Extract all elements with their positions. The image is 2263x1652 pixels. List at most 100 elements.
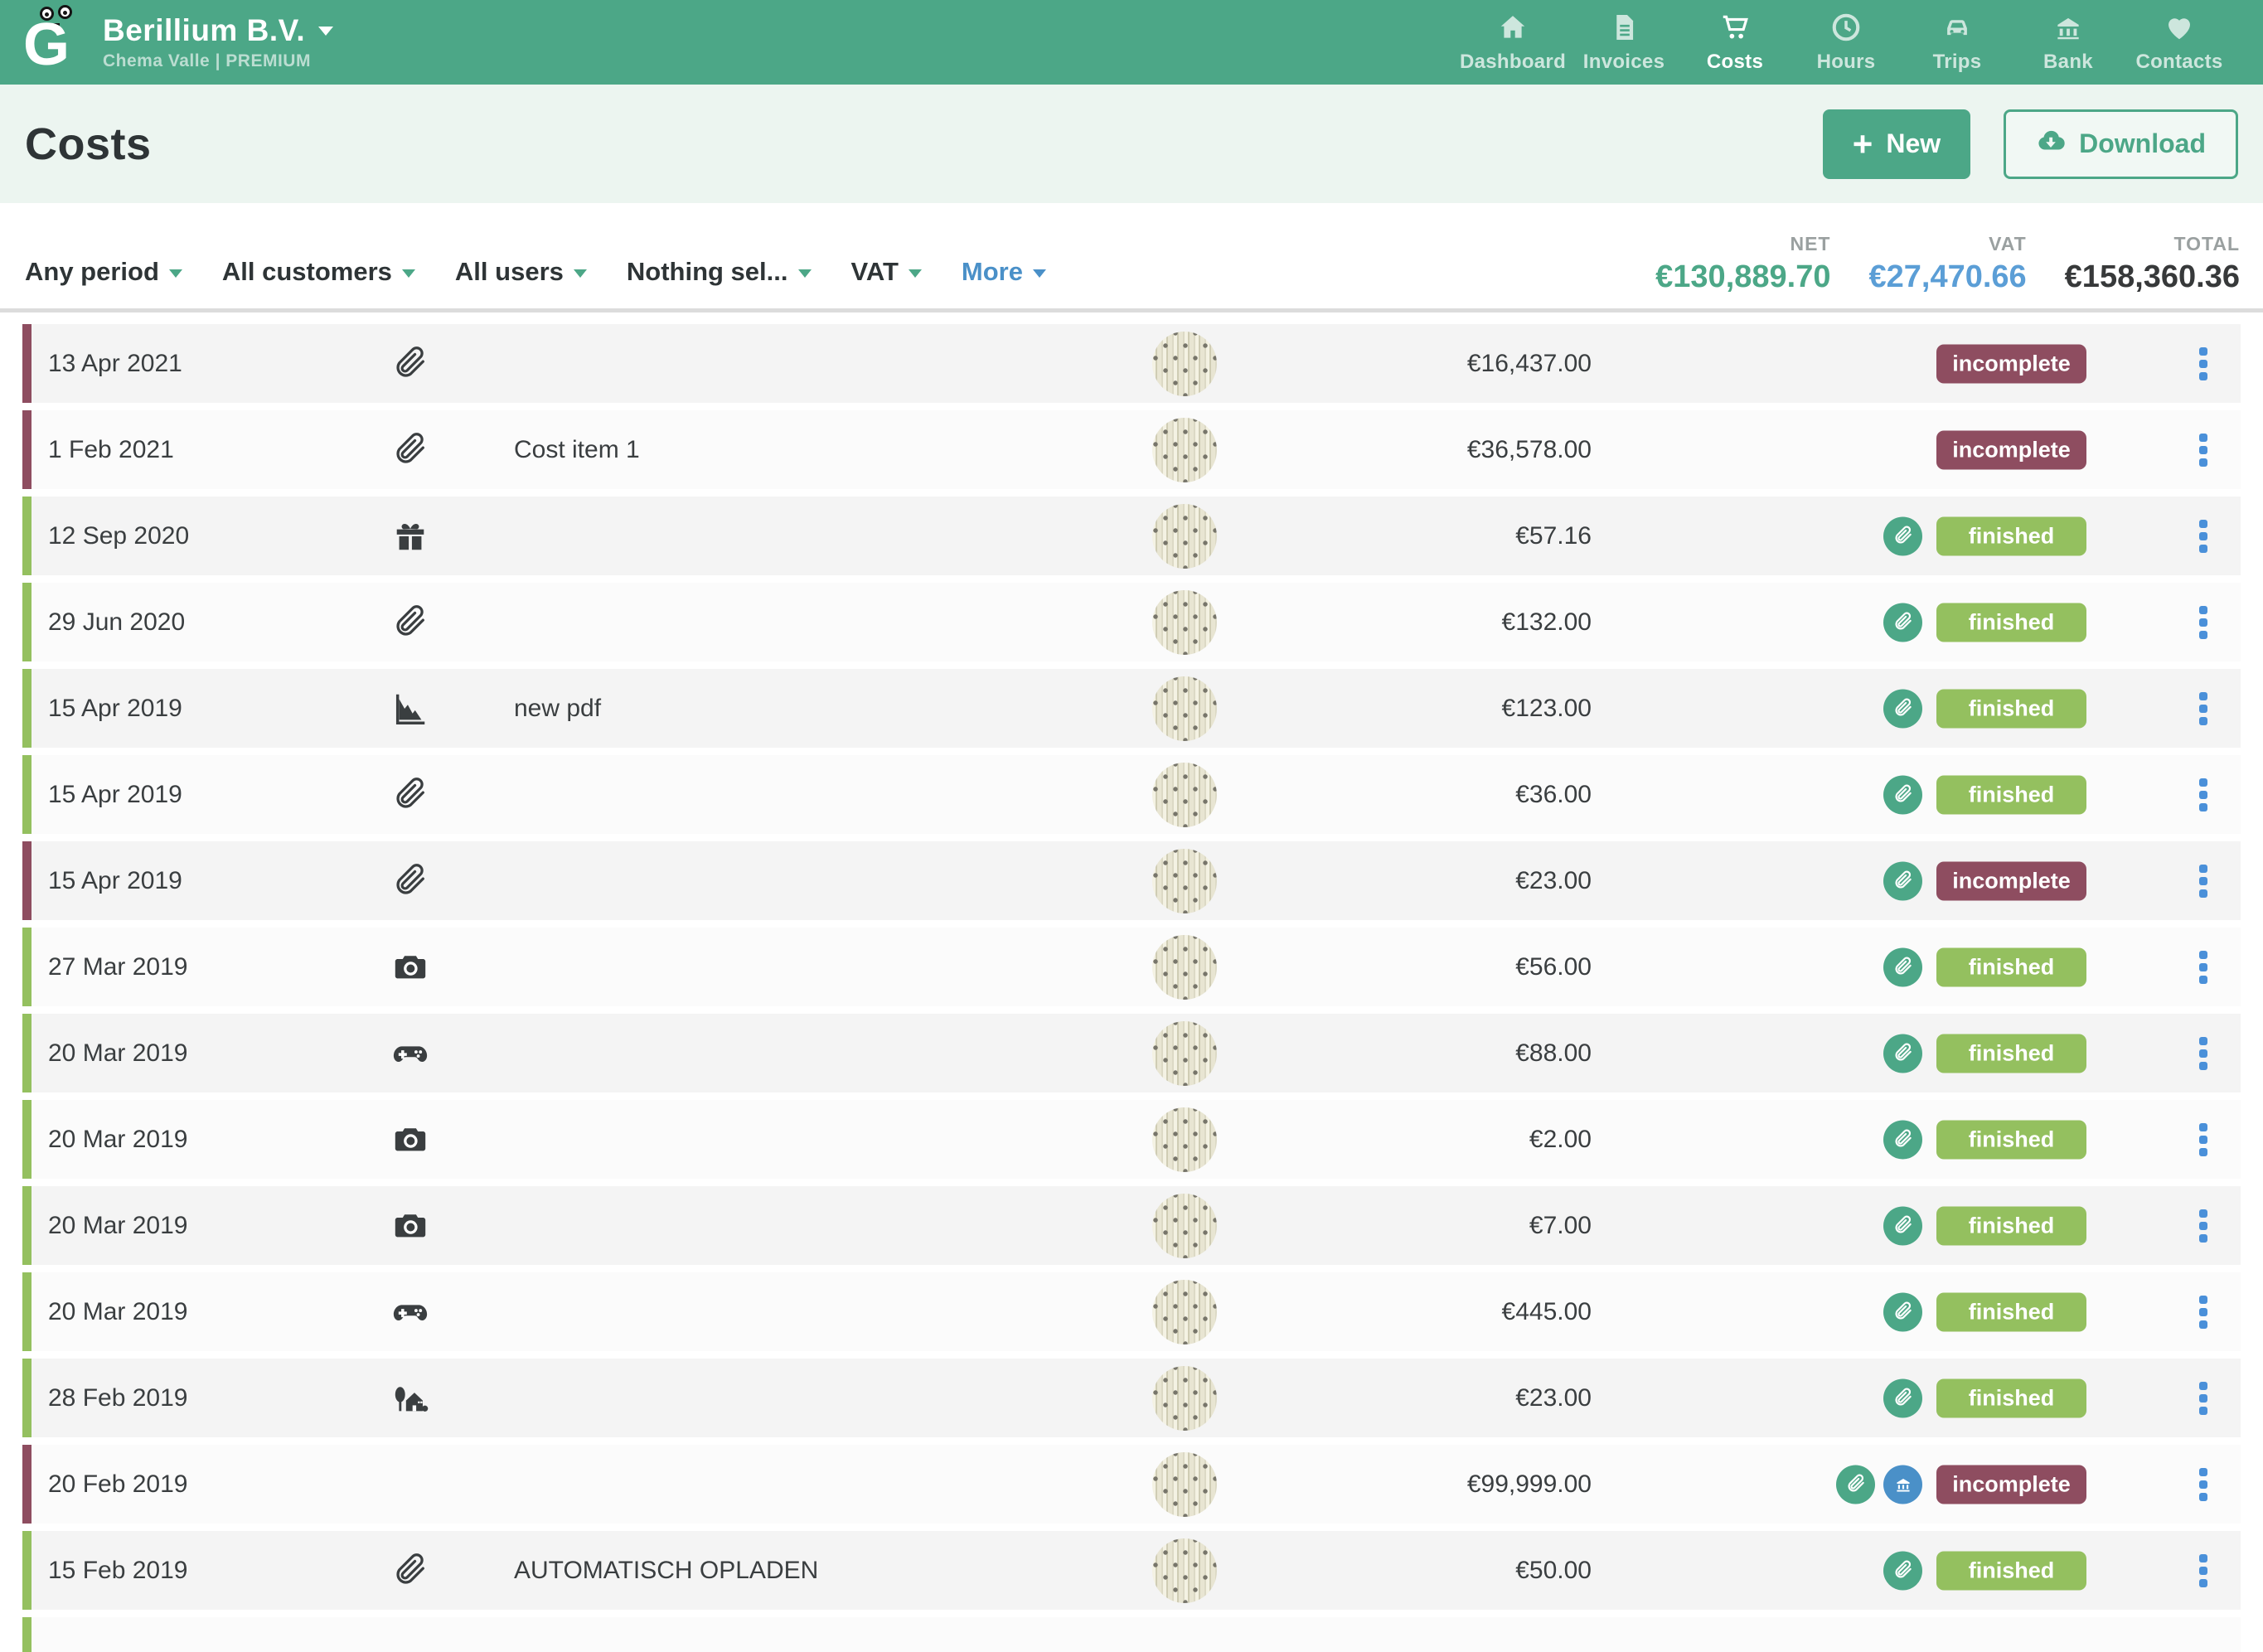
- cost-date: 12 Sep 2020: [48, 521, 190, 550]
- car-icon: [1941, 19, 1973, 46]
- row-menu-button[interactable]: [2199, 1209, 2207, 1243]
- camera-icon: [384, 1121, 437, 1159]
- download-button[interactable]: Download: [2004, 109, 2238, 179]
- cost-description: new pdf: [514, 694, 602, 722]
- nav-item-dashboard[interactable]: Dashboard: [1457, 12, 1568, 74]
- company-name: Berillium B.V.: [103, 13, 306, 47]
- cost-date: 15 Apr 2019: [48, 694, 182, 722]
- attachment-paperclip-icon: [1883, 603, 1922, 642]
- table-row[interactable]: 27 Mar 2019 €56.00 finished: [22, 928, 2241, 1006]
- cost-amount: €88.00: [1515, 1039, 1592, 1067]
- paperclip-icon: [384, 1552, 437, 1590]
- logo-letter: G: [23, 12, 70, 78]
- cost-date: 20 Mar 2019: [48, 1211, 188, 1239]
- row-menu-button[interactable]: [2199, 519, 2207, 553]
- table-row[interactable]: 13 Apr 2021 €16,437.00 incomplete: [22, 324, 2241, 403]
- avatar: [1152, 934, 1217, 1000]
- status-badge: finished: [1936, 1034, 2086, 1073]
- row-menu-button[interactable]: [2199, 950, 2207, 984]
- cost-date: 27 Mar 2019: [48, 952, 188, 981]
- cost-date: 15 Feb 2019: [48, 1556, 188, 1584]
- chevron-down-icon: [797, 269, 812, 278]
- grand-total: TOTAL €158,360.36: [2064, 233, 2240, 294]
- filter-all-customers[interactable]: All customers: [222, 257, 415, 287]
- status-color-bar: [22, 1272, 31, 1351]
- table-row[interactable]: 20 Mar 2019 €2.00 finished: [22, 1100, 2241, 1179]
- filter-nothing-sel[interactable]: Nothing sel...: [627, 257, 812, 287]
- nav-item-costs[interactable]: Costs: [1679, 12, 1791, 74]
- table-row[interactable]: 1 Feb 2021 Cost item 1 €36,578.00 incomp…: [22, 410, 2241, 489]
- gift-icon: [384, 517, 437, 555]
- avatar: [1152, 762, 1217, 827]
- cost-amount: €57.16: [1515, 521, 1592, 550]
- row-menu-button[interactable]: [2199, 691, 2207, 725]
- company-switcher[interactable]: Berillium B.V. Chema Valle | PREMIUM: [103, 13, 334, 71]
- nav-item-invoices[interactable]: Invoices: [1568, 12, 1679, 74]
- row-menu-button[interactable]: [2199, 1467, 2207, 1501]
- avatar: [1152, 417, 1217, 482]
- table-row[interactable]: 20 Mar 2019 €7.00 finished: [22, 1186, 2241, 1265]
- totals-summary: NET €130,889.70 VAT €27,470.66 TOTAL €15…: [1655, 233, 2240, 295]
- row-menu-button[interactable]: [2199, 1295, 2207, 1329]
- status-badge: finished: [1936, 1292, 2086, 1331]
- avatar: [1152, 676, 1217, 741]
- table-row[interactable]: 15 Apr 2019 new pdf €123.00 finished: [22, 669, 2241, 748]
- logo-eye-icon: [40, 7, 54, 21]
- nav-item-bank[interactable]: Bank: [2013, 12, 2124, 74]
- divider: [0, 308, 2263, 312]
- filter-all-users[interactable]: All users: [455, 257, 587, 287]
- row-menu-button[interactable]: [2199, 1122, 2207, 1156]
- table-row[interactable]: 15 Apr 2019 €36.00 finished: [22, 755, 2241, 834]
- status-color-bar: [22, 1186, 31, 1265]
- app-logo[interactable]: G: [22, 5, 83, 78]
- attachment-paperclip-icon: [1883, 775, 1922, 814]
- status-color-bar: [22, 497, 31, 575]
- filters: Any period All customers All users Nothi…: [25, 257, 1046, 295]
- row-menu-button[interactable]: [2199, 1553, 2207, 1587]
- chevron-down-icon: [1032, 269, 1046, 278]
- chevron-down-icon: [168, 269, 182, 278]
- cost-date: 1 Feb 2021: [48, 435, 174, 463]
- avatar: [1152, 589, 1217, 655]
- filter-any-period[interactable]: Any period: [25, 257, 182, 287]
- row-menu-button[interactable]: [2199, 1036, 2207, 1070]
- row-menu-button[interactable]: [2199, 346, 2207, 380]
- house-icon: [384, 1379, 437, 1417]
- table-row[interactable]: 20 Mar 2019 €88.00 finished: [22, 1014, 2241, 1092]
- row-menu-button[interactable]: [2199, 778, 2207, 811]
- status-color-bar: [22, 1617, 31, 1652]
- table-row[interactable]: 12 Sep 2020 €57.16 finished: [22, 497, 2241, 575]
- attachment-paperclip-icon: [1883, 1378, 1922, 1417]
- new-cost-button[interactable]: + New: [1822, 109, 1971, 179]
- logo-eye-icon: [58, 5, 72, 19]
- status-badge: finished: [1936, 947, 2086, 986]
- row-menu-button[interactable]: [2199, 1381, 2207, 1415]
- cost-amount: €36,578.00: [1466, 435, 1592, 463]
- table-row[interactable]: 28 Feb 2019 €23.00 finished: [22, 1359, 2241, 1437]
- nav-item-trips[interactable]: Trips: [1902, 12, 2013, 74]
- status-color-bar: [22, 1359, 31, 1437]
- filter-vat[interactable]: VAT: [851, 257, 922, 287]
- net-total: NET €130,889.70: [1655, 233, 1831, 294]
- table-row[interactable]: 15 Feb 2019 AUTOMATISCH OPLADEN €50.00 f…: [22, 1531, 2241, 1610]
- logo-mouth-icon: [46, 23, 60, 31]
- paperclip-icon: [384, 431, 437, 469]
- table-row[interactable]: 20 Feb 2019 €99,999.00 incomplete: [22, 1445, 2241, 1524]
- nav-item-contacts[interactable]: Contacts: [2124, 12, 2235, 74]
- cost-amount: €56.00: [1515, 952, 1592, 981]
- costs-table: 13 Apr 2021 €16,437.00 incomplete 1 Feb …: [0, 312, 2263, 1652]
- row-menu-button[interactable]: [2199, 864, 2207, 898]
- table-row[interactable]: 15 Apr 2019 €23.00 incomplete: [22, 841, 2241, 920]
- table-row[interactable]: 20 Mar 2019 €445.00 finished: [22, 1272, 2241, 1351]
- row-menu-button[interactable]: [2199, 605, 2207, 639]
- avatar: [1152, 1451, 1217, 1517]
- table-row[interactable]: 29 Jun 2020 €132.00 finished: [22, 583, 2241, 661]
- attachment-paperclip-icon: [1883, 861, 1922, 900]
- home-icon: [1497, 15, 1529, 46]
- row-menu-button[interactable]: [2199, 433, 2207, 467]
- table-row-partial[interactable]: [22, 1617, 2241, 1652]
- camera-icon: [384, 948, 437, 986]
- filter-more[interactable]: More: [962, 257, 1046, 287]
- cost-amount: €36.00: [1515, 780, 1592, 808]
- nav-item-hours[interactable]: Hours: [1791, 12, 1902, 74]
